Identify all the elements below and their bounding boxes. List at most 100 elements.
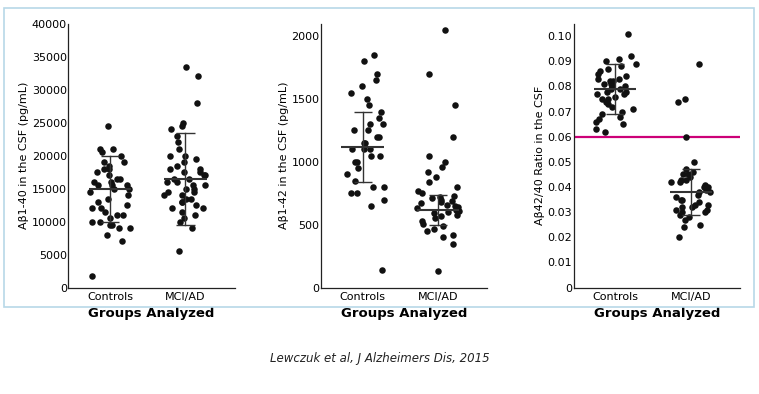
Point [189,212,201,218]
Point [627,106,639,112]
Point [105,179,117,185]
Point [446,198,458,204]
Point [375,108,387,115]
Point [451,212,463,218]
Point [598,81,610,87]
Point [121,182,134,188]
Point [439,159,451,165]
Point [96,149,108,156]
Point [362,127,374,134]
Point [447,134,459,140]
Point [108,186,120,192]
X-axis label: Groups Analyzed: Groups Analyzed [594,307,720,320]
Point [198,172,210,178]
Point [675,177,687,183]
Point [83,189,96,195]
Point [701,186,713,193]
Point [187,186,200,192]
Point [602,96,614,102]
Point [605,81,617,87]
Point [192,73,204,80]
Point [417,220,429,227]
Point [613,76,625,82]
Point [361,96,373,102]
Point [616,108,628,115]
Point [428,225,440,232]
Point [452,184,464,190]
Point [422,169,434,175]
Point [176,199,188,205]
Point [426,195,438,201]
Point [442,209,455,216]
Point [679,96,691,102]
Point [115,152,128,159]
Point [197,205,209,212]
Point [692,189,704,195]
Point [358,58,370,65]
Point [176,192,188,199]
Point [370,77,382,84]
Point [604,78,616,85]
Point [436,164,449,170]
Point [190,202,202,208]
Point [345,89,357,96]
Point [676,197,688,203]
Point [617,121,629,127]
Point [199,172,211,178]
Point [351,165,364,171]
Point [348,127,361,134]
Point [679,224,691,230]
Point [694,61,706,67]
Point [600,98,613,105]
Point [631,61,643,67]
Point [594,68,606,74]
Point [164,166,176,172]
Point [187,182,200,188]
Point [106,182,118,188]
Point [164,152,176,159]
Point [373,134,386,140]
Point [686,204,698,210]
Point [609,93,621,100]
Point [349,159,361,165]
Point [447,240,459,247]
Point [174,218,186,225]
Point [376,267,388,273]
Point [701,206,713,213]
Point [99,208,111,215]
Point [593,116,605,122]
Point [118,159,131,165]
Point [676,204,688,210]
Point [107,146,119,152]
Point [599,128,611,135]
Point [602,66,614,72]
Point [356,84,368,90]
Point [450,206,462,213]
Point [190,156,202,162]
Point [341,171,353,178]
Point [186,225,198,231]
Point [91,169,103,175]
Point [619,84,631,90]
Point [175,208,187,215]
Point [674,212,686,218]
Point [122,192,134,199]
Point [411,205,424,212]
Point [665,179,677,185]
Point [102,195,114,202]
Point [364,146,376,152]
Point [435,199,447,205]
Point [429,216,441,222]
Point [94,218,106,225]
Point [434,194,446,200]
Point [371,71,383,77]
Point [171,133,183,139]
Point [434,213,446,219]
Point [614,86,626,92]
Point [613,113,625,120]
Point [596,111,608,117]
Point [188,189,200,195]
Point [178,169,191,175]
Point [673,234,685,240]
Point [684,174,696,180]
